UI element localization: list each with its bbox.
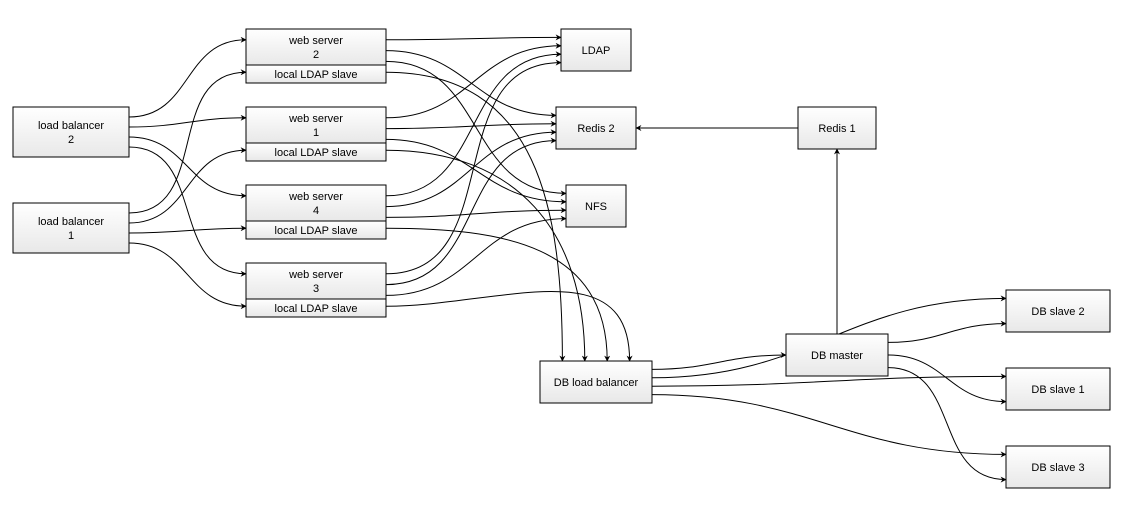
node-ws4: web server 4 local LDAP slave xyxy=(246,185,386,239)
node-dbs1-label-0: DB slave 1 xyxy=(1031,384,1084,396)
node-ws2: web server 2 local LDAP slave xyxy=(246,29,386,83)
node-dbm-label-0: DB master xyxy=(811,350,863,362)
architecture-diagram: load balancer2load balancer1web server2l… xyxy=(0,0,1123,508)
node-redis1: Redis 1 xyxy=(798,107,876,149)
node-ws3-label-0: web server xyxy=(288,269,343,281)
node-lb1-label-1: 1 xyxy=(68,230,74,242)
edge-lb1-to-ws3 xyxy=(129,243,246,306)
node-dblb-label-0: DB load balancer xyxy=(554,377,639,389)
node-ws3-label-1: 3 xyxy=(313,283,319,295)
edge-dblb-to-dbs3 xyxy=(652,395,1006,455)
node-dbs2-label-0: DB slave 2 xyxy=(1031,306,1084,318)
edge-ws3-to-nfs xyxy=(386,219,566,296)
node-ldap: LDAP xyxy=(561,29,631,71)
edge-ws1-to-nfs xyxy=(386,139,566,201)
node-redis2-label-0: Redis 2 xyxy=(577,123,614,135)
node-lb1-label-0: load balancer xyxy=(38,216,104,228)
edge-ws3-to-redis2 xyxy=(386,141,556,285)
edge-ws4-to-nfs xyxy=(386,210,566,217)
node-ws4-label-0: web server xyxy=(288,191,343,203)
node-lb2-label-0: load balancer xyxy=(38,120,104,132)
edge-lb2-to-ws2 xyxy=(129,40,246,117)
node-lb1: load balancer 1 xyxy=(13,203,129,253)
edge-ws1-to-redis2 xyxy=(386,124,556,129)
node-lb2-label-1: 2 xyxy=(68,134,74,146)
node-ws1: web server 1 local LDAP slave xyxy=(246,107,386,161)
node-lb2: load balancer 2 xyxy=(13,107,129,157)
edge-ws4-to-redis2 xyxy=(386,132,556,206)
node-ws2-sublabel: local LDAP slave xyxy=(275,69,358,81)
edge-lb1-to-ws4 xyxy=(129,228,246,233)
node-ws3: web server 3 local LDAP slave xyxy=(246,263,386,317)
edge-ws1-to-ldap xyxy=(386,46,561,118)
node-dbs3: DB slave 3 xyxy=(1006,446,1110,488)
node-nfs: NFS xyxy=(566,185,626,227)
edge-dbm-to-dbs2 xyxy=(888,324,1006,343)
edge-ws2-to-ldap xyxy=(386,37,561,39)
node-dbs3-label-0: DB slave 3 xyxy=(1031,462,1084,474)
node-ws1-label-0: web server xyxy=(288,113,343,125)
node-nfs-label-0: NFS xyxy=(585,201,607,213)
node-ldap-label-0: LDAP xyxy=(582,45,611,57)
node-dblb: DB load balancer xyxy=(540,361,652,403)
edge-dblb-to-dbs1 xyxy=(652,376,1006,386)
edge-ws4-to-ldap xyxy=(386,54,561,196)
edge-ws2-to-redis2 xyxy=(386,51,556,116)
node-ws2-label-1: 2 xyxy=(313,49,319,61)
edge-ws2-to-nfs xyxy=(386,61,566,193)
edge-ws4-to-dblb xyxy=(386,228,607,361)
node-dbm: DB master xyxy=(786,334,888,376)
node-dbs2: DB slave 2 xyxy=(1006,290,1110,332)
node-ws1-label-1: 1 xyxy=(313,127,319,139)
node-ws4-sublabel: local LDAP slave xyxy=(275,225,358,237)
node-redis1-label-0: Redis 1 xyxy=(818,123,855,135)
node-ws1-sublabel: local LDAP slave xyxy=(275,147,358,159)
edge-dblb-to-dbm xyxy=(652,355,786,369)
edges-layer xyxy=(129,37,1006,479)
node-dbs1: DB slave 1 xyxy=(1006,368,1110,410)
edge-lb2-to-ws1 xyxy=(129,118,246,127)
edge-dbm-to-dbs3 xyxy=(888,368,1006,480)
node-redis2: Redis 2 xyxy=(556,107,636,149)
edge-ws3-to-dblb xyxy=(386,291,630,361)
node-ws3-sublabel: local LDAP slave xyxy=(275,303,358,315)
edge-ws1-to-dblb xyxy=(386,150,585,361)
node-ws4-label-1: 4 xyxy=(313,205,319,217)
node-ws2-label-0: web server xyxy=(288,35,343,47)
edge-lb1-to-ws2 xyxy=(129,72,246,213)
